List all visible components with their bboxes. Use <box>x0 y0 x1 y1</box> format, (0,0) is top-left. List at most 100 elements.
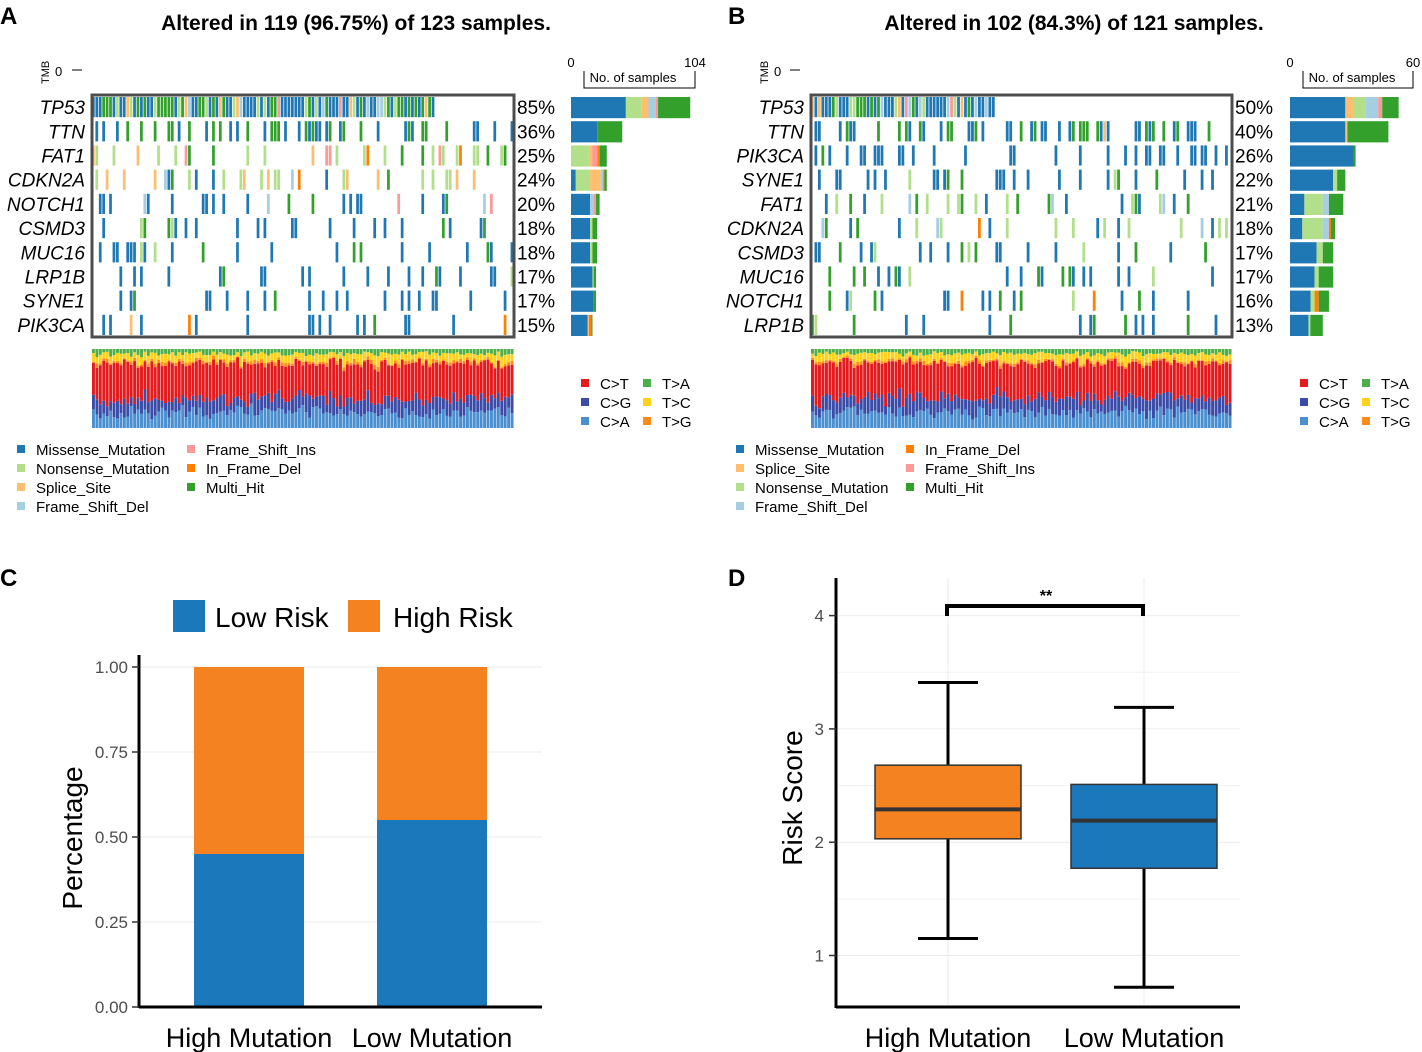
spectrum-segment <box>943 349 947 356</box>
mutation-cell <box>167 97 171 118</box>
mutation-cell <box>215 97 219 118</box>
mutation-cell <box>356 97 359 118</box>
spectrum-segment <box>1127 349 1131 355</box>
spectrum-segment <box>991 409 995 428</box>
spectrum-segment <box>301 361 305 366</box>
spectrum-segment <box>1099 365 1103 405</box>
spectrum-segment <box>122 358 126 360</box>
spectrum-segment <box>126 403 130 417</box>
spectrum-segment <box>1064 349 1068 353</box>
spectrum-segment <box>170 349 174 353</box>
spectrum-segment <box>311 361 315 364</box>
spectrum-segment <box>856 362 860 366</box>
mutation-cell <box>311 314 315 335</box>
spectrum-segment <box>932 400 936 419</box>
mutation-cell <box>824 97 828 118</box>
spectrum-segment <box>339 351 342 358</box>
spectrum-segment <box>510 354 514 361</box>
spectrum-segment <box>133 413 137 428</box>
mutation-cell <box>260 266 263 287</box>
spectrum-segment <box>321 354 325 362</box>
spectrum-segment <box>929 414 933 428</box>
spectrum-segment <box>266 355 270 363</box>
mutation-cell <box>421 266 425 287</box>
spectrum-segment <box>821 353 825 362</box>
spectrum-segment <box>866 362 870 392</box>
spectrum-segment <box>1193 367 1197 398</box>
spectrum-segment <box>411 362 414 401</box>
mutation-cell <box>849 193 853 214</box>
spectrum-segment <box>260 351 264 360</box>
spectrum-segment <box>859 352 863 362</box>
spectrum-segment <box>373 349 377 356</box>
spectrum-legend-swatch <box>581 379 589 387</box>
mutation-cell <box>936 97 940 118</box>
spectrum-segment <box>953 363 957 395</box>
spectrum-segment <box>342 349 346 357</box>
spectrum-segment <box>817 361 821 366</box>
spectrum-segment <box>849 407 853 428</box>
spectrum-segment <box>911 361 915 365</box>
mutation-cell <box>140 242 143 263</box>
mutation-cell <box>894 97 898 118</box>
spectrum-segment <box>821 349 825 354</box>
spectrum-segment <box>1005 349 1009 354</box>
mutation-cell <box>109 314 112 335</box>
spectrum-segment <box>122 398 126 418</box>
spectrum-segment <box>407 363 411 401</box>
mutation-cell <box>1054 218 1058 239</box>
spectrum-segment <box>814 362 818 365</box>
spectrum-segment <box>140 400 143 414</box>
spectrum-segment <box>988 403 992 417</box>
spectrum-segment <box>897 349 901 354</box>
spectrum-segment <box>308 354 312 362</box>
spectrum-segment <box>150 349 154 353</box>
substitution-spectrum <box>811 349 1232 428</box>
spectrum-segment <box>911 349 915 355</box>
spectrum-segment <box>984 415 988 428</box>
spectrum-segment <box>218 352 222 360</box>
spectrum-segment <box>170 362 174 364</box>
spectrum-segment <box>174 355 178 363</box>
spectrum-segment <box>170 363 174 403</box>
spectrum-segment <box>297 408 301 428</box>
spectrum-segment <box>984 360 988 364</box>
mutation-cell <box>290 97 294 118</box>
spectrum-segment <box>1005 363 1009 398</box>
spectrum-segment <box>328 359 332 392</box>
count-bar-segment <box>571 193 591 215</box>
spectrum-segment <box>856 365 860 404</box>
spectrum-segment <box>1037 392 1041 413</box>
spectrum-segment <box>222 410 226 428</box>
spectrum-segment <box>486 357 490 360</box>
x-tick-label: Low Mutation <box>1064 1023 1225 1052</box>
mutation-cell <box>112 242 116 263</box>
spectrum-segment <box>359 400 363 417</box>
spectrum-segment <box>493 367 497 369</box>
mutation-cell <box>212 169 215 190</box>
spectrum-segment <box>335 354 339 361</box>
spectrum-segment <box>489 349 493 354</box>
spectrum-segment <box>153 363 157 368</box>
mutation-cell <box>964 145 967 166</box>
mutation-cell <box>431 145 435 166</box>
spectrum-segment <box>1054 414 1058 428</box>
spectrum-segment <box>256 353 260 362</box>
spectrum-segment <box>1064 396 1068 416</box>
spectrum-segment <box>294 351 298 358</box>
spectrum-segment <box>863 349 867 353</box>
spectrum-segment <box>476 363 480 366</box>
spectrum-segment <box>1218 349 1222 353</box>
spectrum-segment <box>198 349 202 352</box>
spectrum-segment <box>366 411 370 428</box>
mutation-cell <box>1200 169 1204 190</box>
spectrum-segment <box>873 393 877 411</box>
mutation-cell <box>174 218 178 239</box>
spectrum-segment <box>1113 352 1117 357</box>
spectrum-segment <box>260 349 264 352</box>
mutation-cell <box>164 97 167 118</box>
spectrum-segment <box>390 401 394 414</box>
mutation-cell <box>493 266 497 287</box>
spectrum-segment <box>1012 400 1016 414</box>
samples-axis-label: No. of samples <box>1309 70 1396 85</box>
